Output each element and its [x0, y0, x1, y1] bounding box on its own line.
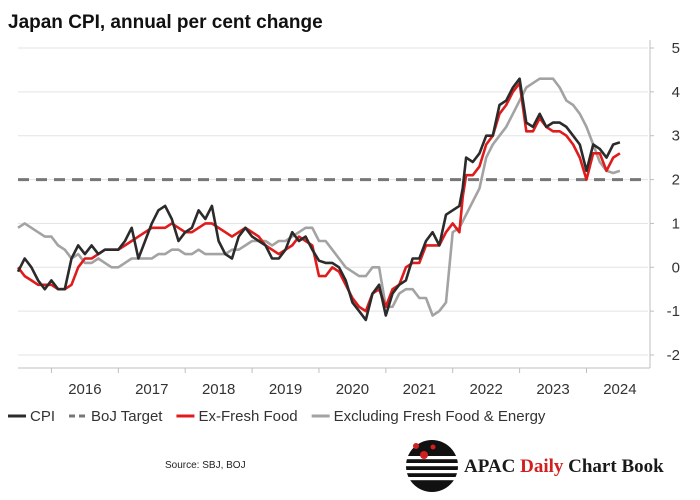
y-tick-label: 5 — [672, 40, 680, 57]
chart-title: Japan CPI, annual per cent change — [8, 12, 323, 33]
series-line-ex-fresh-food — [16, 81, 621, 313]
legend: CPI BoJ Target Ex-Fresh Food Excluding Fres… — [8, 408, 546, 425]
series-line-excluding-fresh-food-energy — [17, 77, 621, 317]
legend-label: Excluding Fresh Food & Energy — [334, 408, 546, 425]
x-tick-label: 2018 — [202, 381, 235, 398]
brand-wordmark: APAC Daily Chart Book — [464, 456, 664, 477]
gridlines — [18, 47, 648, 356]
y-tick-label: 0 — [672, 259, 680, 276]
legend-label: BoJ Target — [91, 408, 163, 425]
x-tick-label: 2021 — [403, 381, 436, 398]
x-tick-label: 2024 — [603, 381, 636, 398]
y-tick-label: 3 — [672, 128, 680, 145]
y-tick-label: 4 — [672, 84, 680, 101]
x-tick-labels: 2016 2017 2018 2019 2020 2021 2022 2023 2024 — [68, 381, 636, 398]
brand-emblem-icon — [404, 440, 460, 492]
source-note: Source: SBJ, BOJ — [165, 460, 246, 471]
series-line-cpi — [16, 77, 621, 322]
series-lines — [16, 77, 648, 322]
legend-label: CPI — [30, 408, 55, 425]
brand-prefix: APAC — [464, 456, 515, 477]
brand-highlight: Daily — [520, 456, 564, 477]
brand-suffix: Chart Book — [568, 456, 664, 477]
legend-label: Ex-Fresh Food — [198, 408, 297, 425]
x-tick-label: 2019 — [269, 381, 302, 398]
y-tick-label: 2 — [672, 172, 680, 189]
brand-logo: APAC Daily Chart Book — [404, 440, 664, 492]
y-tick-label: 1 — [672, 215, 680, 232]
x-tick-label: 2022 — [469, 381, 502, 398]
x-tick-label: 2020 — [336, 381, 369, 398]
x-tick-label: 2016 — [68, 381, 101, 398]
x-tick-label: 2023 — [536, 381, 569, 398]
x-tick-label: 2017 — [135, 381, 168, 398]
axes — [18, 40, 654, 373]
y-tick-label: -2 — [667, 347, 680, 364]
y-tick-labels: 5 4 3 2 1 0 -1 -2 — [667, 40, 680, 364]
y-tick-label: -1 — [667, 303, 680, 320]
